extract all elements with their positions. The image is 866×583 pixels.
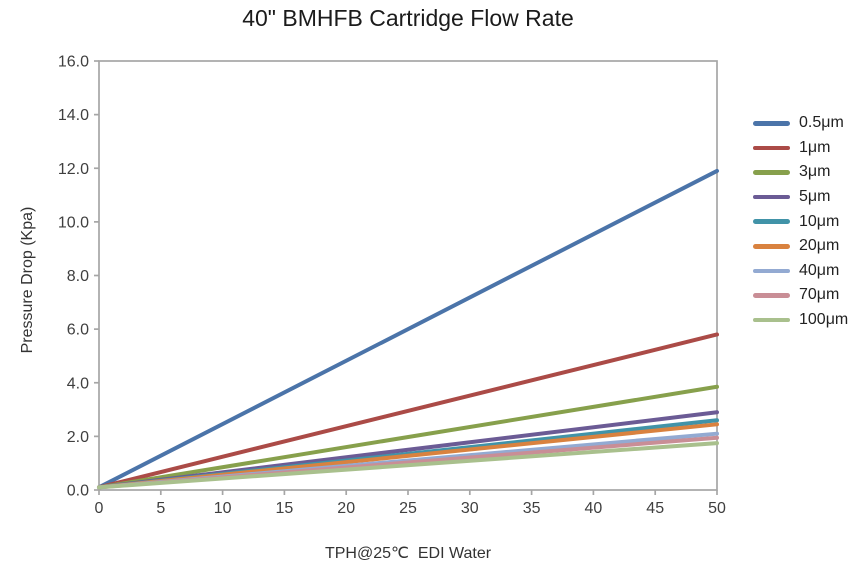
- plot-frame: [98, 60, 718, 491]
- series-line-8: [97, 441, 719, 490]
- x-tick-label: 5: [156, 500, 165, 517]
- legend-item: 5μm: [753, 185, 848, 210]
- legend-label: 1μm: [799, 138, 831, 156]
- legend: 0.5μm 1μm 3μm 5μm 10μm 20μm 40μm 70μm 100μm: [753, 111, 848, 332]
- legend-item: 3μm: [753, 160, 848, 185]
- series-line-0: [97, 168, 719, 490]
- chart-title: 40" BMHFB Cartridge Flow Rate: [242, 5, 574, 31]
- legend-item: 40μm: [753, 259, 848, 284]
- legend-item: 10μm: [753, 209, 848, 234]
- legend-item: 70μm: [753, 283, 848, 308]
- y-tick-label: 0.0: [67, 483, 89, 500]
- legend-swatch: [753, 121, 790, 126]
- legend-label: 5μm: [799, 188, 831, 206]
- series-line-1: [97, 332, 719, 490]
- legend-label: 10μm: [799, 212, 840, 230]
- x-axis-title: TPH@25℃ EDI Water: [324, 545, 492, 562]
- y-tick-label: 4.0: [67, 375, 89, 392]
- legend-item: 100μm: [753, 308, 848, 333]
- legend-label: 100μm: [799, 311, 849, 329]
- x-tick-label: 15: [276, 500, 294, 517]
- legend-label: 0.5μm: [799, 114, 844, 132]
- x-tick-label: 45: [646, 500, 664, 517]
- legend-label: 3μm: [799, 163, 831, 181]
- x-tick-label: 0: [95, 500, 104, 517]
- x-tick-label: 20: [337, 500, 355, 517]
- y-tick-label: 16.0: [58, 54, 89, 71]
- legend-item: 0.5μm: [753, 111, 848, 136]
- x-tick-label: 50: [708, 500, 726, 517]
- y-tick-label: 6.0: [67, 322, 89, 339]
- legend-swatch: [753, 244, 790, 249]
- y-tick-label: 10.0: [58, 214, 89, 231]
- y-axis-title: Pressure Drop (Kpa): [19, 206, 36, 354]
- series-line-2: [97, 384, 719, 490]
- x-tick-label: 35: [523, 500, 541, 517]
- legend-swatch: [753, 293, 790, 298]
- x-tick-label: 25: [399, 500, 417, 517]
- legend-item: 20μm: [753, 234, 848, 259]
- legend-swatch: [753, 219, 790, 224]
- y-tick-label: 2.0: [67, 429, 89, 446]
- legend-label: 20μm: [799, 237, 840, 255]
- legend-label: 40μm: [799, 261, 840, 279]
- y-tick-label: 8.0: [67, 268, 89, 285]
- legend-swatch: [753, 268, 790, 274]
- legend-label: 70μm: [799, 286, 840, 304]
- y-tick-label: 12.0: [58, 161, 89, 178]
- x-tick-label: 40: [585, 500, 603, 517]
- y-tick-label: 14.0: [58, 107, 89, 124]
- legend-swatch: [753, 170, 790, 175]
- x-tick-label: 10: [214, 500, 232, 517]
- x-tick-label: 30: [461, 500, 479, 517]
- legend-item: 1μm: [753, 136, 848, 161]
- legend-swatch: [753, 194, 790, 200]
- legend-swatch: [753, 145, 790, 151]
- legend-swatch: [753, 317, 790, 323]
